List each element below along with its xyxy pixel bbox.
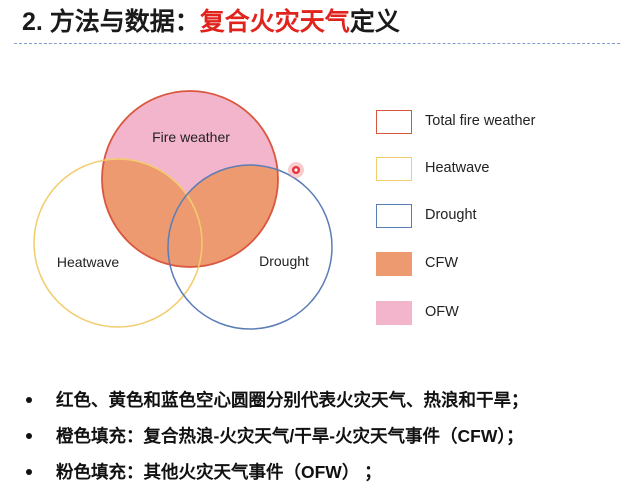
legend-label: OFW — [425, 304, 459, 320]
title-highlight: 复合火灾天气 — [199, 8, 350, 36]
legend-label: Heatwave — [425, 160, 490, 176]
heatwave-label: Heatwave — [57, 254, 119, 270]
list-item: 粉色填充：其他火灾天气事件（OFW） ； — [26, 460, 632, 496]
legend-swatch — [376, 301, 412, 325]
legend-swatch — [376, 157, 412, 181]
bullet-list: 红色、黄色和蓝色空心圆圈分别代表火灾天气、热浪和干旱； 橙色填充：复合热浪-火灾… — [26, 388, 632, 496]
drought-circle — [167, 164, 333, 330]
title-divider — [14, 43, 620, 44]
title-prefix: 2. 方法与数据： — [22, 8, 200, 36]
legend-swatch — [376, 204, 412, 228]
pointer-marker-icon — [288, 162, 304, 178]
list-item: 红色、黄色和蓝色空心圆圈分别代表火灾天气、热浪和干旱； — [26, 388, 632, 424]
bullet-text: 红色、黄色和蓝色空心圆圈分别代表火灾天气、热浪和干旱； — [56, 390, 529, 410]
heatwave-circle — [33, 158, 203, 328]
bullet-text: 粉色填充：其他火灾天气事件（OFW） ； — [56, 462, 382, 482]
legend-label: Total fire weather — [425, 113, 536, 129]
bullet-text: 橙色填充：复合热浪-火灾天气/干旱-火灾天气事件（CFW）； — [56, 426, 524, 446]
legend-label: CFW — [425, 255, 459, 271]
drought-label: Drought — [259, 253, 309, 269]
bullet-dot-icon — [26, 397, 32, 403]
page-title: 2. 方法与数据：复合火灾天气定义 — [22, 2, 400, 38]
fire-weather-label: Fire weather — [152, 129, 230, 145]
fire-weather-circle — [101, 90, 279, 268]
legend-swatch — [376, 252, 412, 276]
list-item: 橙色填充：复合热浪-火灾天气/干旱-火灾天气事件（CFW）； — [26, 424, 632, 460]
legend-label: Drought — [425, 207, 477, 223]
legend-swatch — [376, 110, 412, 134]
bullet-dot-icon — [26, 469, 32, 475]
title-suffix: 定义 — [349, 8, 400, 36]
bullet-dot-icon — [26, 433, 32, 439]
